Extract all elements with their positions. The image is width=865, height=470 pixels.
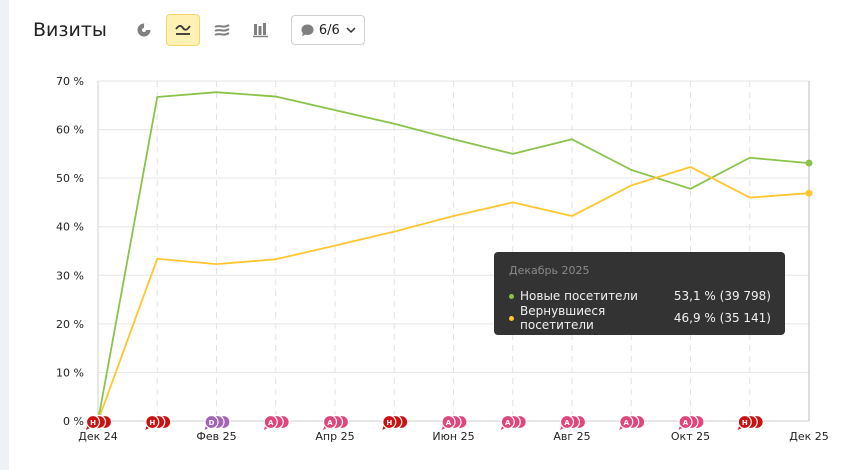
y-tick-label: 0 % [63,415,84,428]
tooltip-row-returning: Вернувшиеся посетители 46,9 % (35 141) [509,304,771,332]
y-tick-label: 70 % [56,75,84,88]
line-chart-button[interactable] [165,14,200,46]
line-chart-icon [175,24,191,35]
area-chart-icon [214,24,230,36]
annotation-bubble [85,414,101,430]
tooltip-title: Декабрь 2025 [509,264,590,277]
annotation-bubble [559,414,575,430]
tooltip-series-name: Новые посетители [520,289,638,303]
x-tick-label: Апр 25 [315,430,354,443]
annotation-bubble [204,414,219,430]
annotations-dropdown[interactable]: 6/6 [290,15,365,45]
x-tick-label: Дек 24 [78,430,118,443]
x-tick-label: Фев 25 [196,430,236,443]
annotations-count: 6/6 [318,22,340,38]
annotation-marker: А [263,414,290,430]
annotation-letter: А [268,419,274,427]
annotation-letter: А [624,419,630,427]
tooltip-legend-dot [509,315,514,321]
left-panel-strip [0,0,9,470]
y-tick-label: 30 % [56,269,84,282]
tooltip-row-new: Новые посетители 53,1 % (39 798) [509,285,771,307]
annotation-marker: Н [85,414,113,430]
tooltip-legend-dot [509,293,514,299]
annotation-bubble [322,414,338,430]
x-tick-label: Окт 25 [671,430,710,443]
annotation-letter: А [446,419,452,427]
series-end-point [805,189,813,197]
y-tick-label: 20 % [56,318,84,331]
comment-icon [301,24,314,36]
annotation-letter: А [683,419,689,427]
annotation-letter: А [505,419,511,427]
annotation-letter: А [327,419,333,427]
tooltip-series-value: 46,9 % (35 141) [673,311,771,325]
series-line-1 [97,166,810,422]
annotation-marker: Н [382,414,409,430]
annotation-marker: Н [737,414,764,430]
bar-chart-button[interactable] [244,14,278,46]
annotation-letter: D [209,419,215,427]
annotation-marker: D [204,414,231,430]
chart-header: Визиты 6/6 [33,12,365,48]
tooltip-series-name: Вернувшиеся посетители [520,304,606,332]
series-line-0 [97,91,810,422]
annotation-letter: А [564,419,570,427]
chevron-down-icon [346,26,356,33]
x-tick-label: Дек 25 [789,430,829,443]
annotation-marker: А [322,414,350,430]
y-tick-label: 10 % [56,366,84,379]
tooltip-series-value: 53,1 % (39 798) [673,289,771,303]
annotation-letter: Н [742,419,748,427]
annotation-bubble [145,414,160,430]
bar-chart-icon [252,23,268,38]
area-chart-button[interactable] [205,14,239,46]
annotation-marker: А [500,414,527,430]
annotation-letter: Н [386,419,392,427]
annotation-letter: Н [149,419,155,427]
pie-chart-button[interactable] [127,14,161,46]
annotation-marker: Н [145,414,172,430]
annotation-bubble [678,414,693,430]
pie-chart-icon [137,23,151,37]
annotation-bubble [500,414,515,430]
annotation-bubble [263,414,278,430]
annotation-bubble [382,414,397,430]
annotation-bubble [441,414,456,430]
annotation-marker: А [559,414,587,430]
y-tick-label: 50 % [56,172,84,185]
y-tick-label: 40 % [56,221,84,234]
y-tick-label: 60 % [56,124,84,137]
annotation-marker: А [441,414,468,430]
page-title: Визиты [33,19,107,41]
annotation-letter: Н [90,419,96,427]
annotation-bubble [737,414,752,430]
x-tick-label: Авг 25 [553,430,590,443]
series-end-point [805,159,813,167]
annotation-marker: А [678,414,705,430]
annotation-bubble [619,414,634,430]
chart-tooltip: Декабрь 2025 Новые посетители 53,1 % (39… [494,252,785,335]
x-tick-label: Июн 25 [432,430,474,443]
annotation-marker: А [619,414,646,430]
